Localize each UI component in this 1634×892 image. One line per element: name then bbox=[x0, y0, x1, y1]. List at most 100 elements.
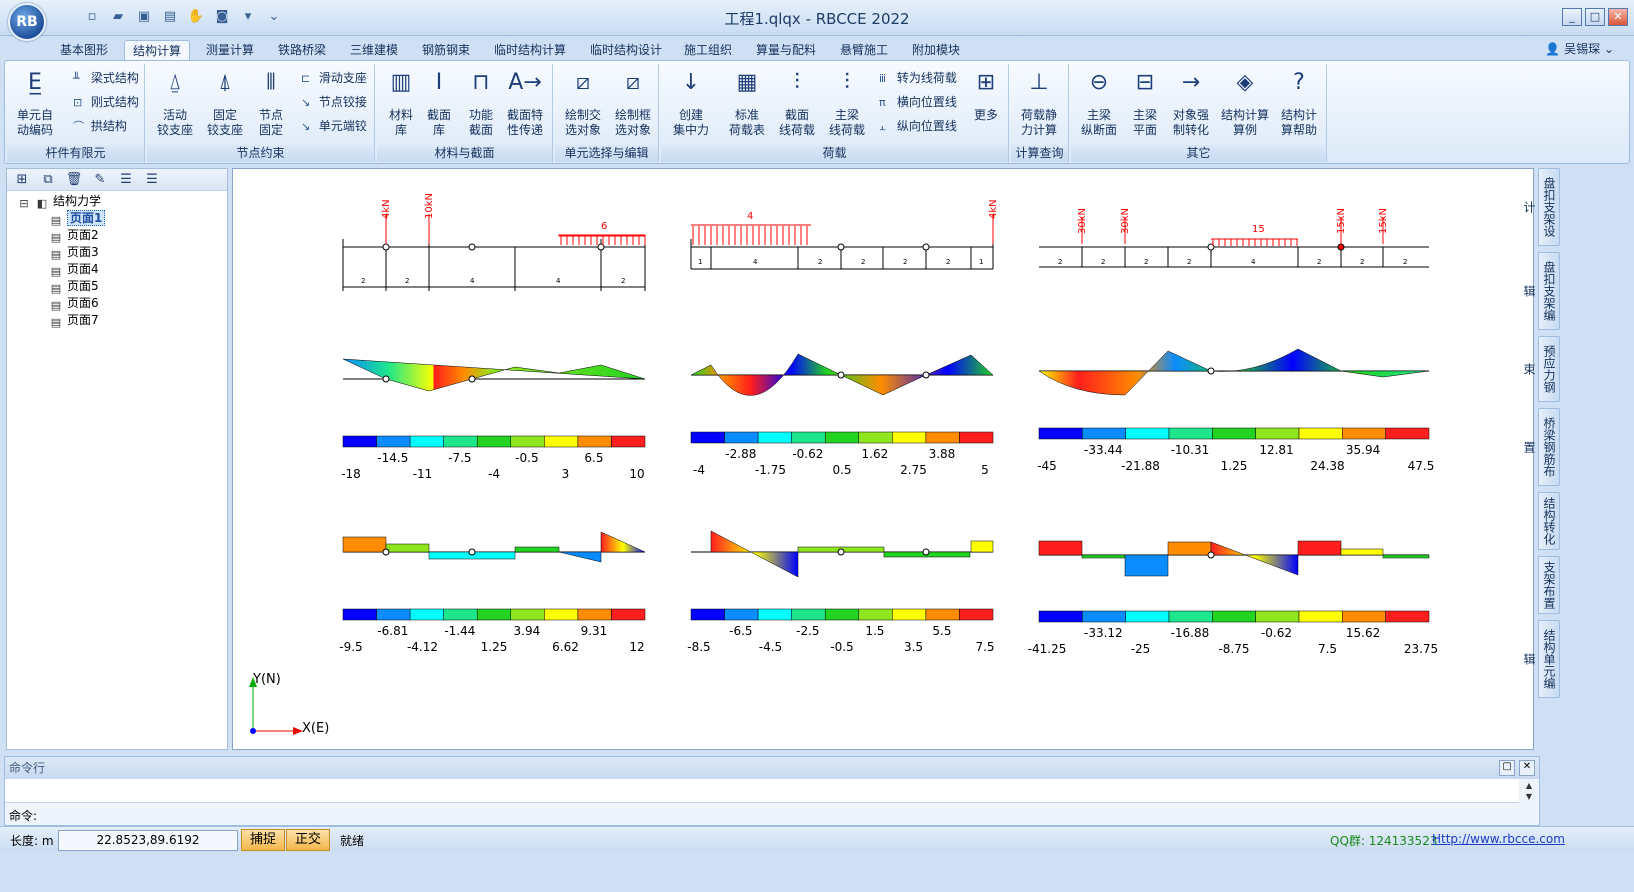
calc-help-button[interactable]: ? 结构计 算帮助 bbox=[1275, 68, 1323, 138]
snap-toggle[interactable]: 捕捉 bbox=[241, 829, 285, 851]
tab-support-layout[interactable]: 支架布置 bbox=[1538, 556, 1560, 614]
function-section-button[interactable]: ⊓ 功能 截面 bbox=[457, 68, 505, 138]
command-history[interactable] bbox=[5, 779, 1519, 803]
app-logo[interactable]: RB bbox=[8, 3, 46, 41]
tab-cantilever[interactable]: 悬臂施工 bbox=[840, 43, 889, 57]
fixed-node-button[interactable]: ⦀ 节点 固定 bbox=[247, 68, 295, 138]
tree-page-7[interactable]: ▤ 页面7 bbox=[49, 312, 99, 329]
girder-profile-button[interactable]: ⊖ 主梁 纵断面 bbox=[1075, 68, 1123, 138]
static-calc-button[interactable]: ⊥ 荷载静 力计算 bbox=[1015, 68, 1063, 138]
outdent-icon[interactable]: ☰ bbox=[146, 172, 158, 187]
dist-load-label: 6 bbox=[601, 221, 607, 232]
tab-addons[interactable]: 附加模块 bbox=[912, 43, 961, 57]
arch-structure-button[interactable]: ⌒ 拱结构 bbox=[73, 116, 127, 136]
beam-structure-button[interactable]: ╨ 梁式结构 bbox=[73, 68, 139, 88]
tab-structure-calc[interactable]: 结构计算 bbox=[124, 40, 191, 60]
website-link[interactable]: Http://www.rbcce.com bbox=[1432, 832, 1565, 846]
shear-diagram-2 bbox=[691, 530, 994, 578]
open-icon[interactable]: ▰ bbox=[113, 9, 123, 24]
tab-structure-convert[interactable]: 结构转化 bbox=[1538, 492, 1560, 550]
legend-swatch bbox=[757, 431, 792, 444]
tab-survey[interactable]: 测量计算 bbox=[206, 43, 255, 57]
edit-icon[interactable]: ✎ bbox=[94, 172, 106, 187]
auto-number-button[interactable]: E̲ 单元自 动编码 bbox=[11, 68, 59, 138]
pin-icon[interactable]: ▢ bbox=[1499, 760, 1515, 776]
section-line-load-button[interactable]: ⫶ 截面 线荷载 bbox=[773, 68, 821, 138]
girder-line-load-button[interactable]: ⫶ 主梁 线荷载 bbox=[823, 68, 871, 138]
section-transfer-button[interactable]: A→ 截面特 性传递 bbox=[501, 68, 549, 138]
tab-rebar[interactable]: 钢筋钢束 bbox=[422, 43, 471, 57]
collapse-icon[interactable]: ⊟ bbox=[19, 197, 29, 210]
tab-basic[interactable]: 基本图形 bbox=[60, 43, 109, 57]
legend-value: -0.5 bbox=[830, 640, 853, 654]
user-menu[interactable]: 👤 吴锡琛 ⌄ bbox=[1545, 40, 1614, 57]
cross-select-button[interactable]: ⧄ 绘制交 选对象 bbox=[559, 68, 607, 138]
frame-structure-button[interactable]: ⊡ 刚式结构 bbox=[73, 92, 139, 112]
tree-page-5[interactable]: ▤ 页面5 bbox=[49, 278, 99, 295]
saveas-icon[interactable]: ▤ bbox=[163, 9, 177, 24]
tab-disk-buckle-design[interactable]: 盘扣支架设计 bbox=[1522, 168, 1560, 246]
calc-examples-button[interactable]: ◈ 结构计算 算例 bbox=[1217, 68, 1273, 138]
ortho-toggle[interactable]: 正交 bbox=[286, 829, 330, 851]
element-end-hinge-button[interactable]: ↘ 单元端铰 bbox=[301, 116, 367, 136]
force-convert-button[interactable]: → 对象强 制转化 bbox=[1167, 68, 1215, 138]
tab-construction[interactable]: 施工组织 bbox=[684, 43, 733, 57]
tab-railway-bridge[interactable]: 铁路桥梁 bbox=[278, 43, 327, 57]
tree-root[interactable]: ⊟ ◧ 结构力学 bbox=[17, 193, 101, 210]
tree-page-2[interactable]: ▤ 页面2 bbox=[49, 227, 99, 244]
tree-page-1[interactable]: ▤ 页面1 bbox=[49, 210, 106, 227]
tab-bridge-rebar[interactable]: 桥梁钢筋布置 bbox=[1522, 408, 1560, 486]
view-icon[interactable]: ◙ bbox=[215, 9, 229, 24]
close-icon[interactable]: ✕ bbox=[1519, 760, 1535, 776]
hand-icon[interactable]: ✋ bbox=[187, 9, 205, 24]
to-line-load-button[interactable]: ⅲ 转为线荷载 bbox=[879, 68, 957, 88]
group-label: 单元选择与编辑 bbox=[555, 145, 658, 162]
add-page-icon[interactable]: ⊞ bbox=[16, 172, 28, 187]
page-label: 页面6 bbox=[67, 296, 99, 310]
longitudinal-line-button[interactable]: ⫠ 纵向位置线 bbox=[879, 116, 957, 136]
tab-disk-buckle-edit[interactable]: 盘扣支架编辑 bbox=[1522, 252, 1560, 330]
add-subpage-icon[interactable]: ⧉ bbox=[43, 172, 53, 187]
pin-support-button[interactable]: ⍋ 固定 铰支座 bbox=[201, 68, 249, 138]
load-table-button[interactable]: ▦ 标准 荷载表 bbox=[723, 68, 771, 138]
legend-swatch bbox=[724, 431, 759, 444]
indent-icon[interactable]: ☰ bbox=[120, 172, 132, 187]
section-library-button[interactable]: Ⅰ 截面 库 bbox=[415, 68, 463, 138]
legend-value: 23.75 bbox=[1404, 642, 1438, 656]
girder-plan-button[interactable]: ⊟ 主梁 平面 bbox=[1121, 68, 1169, 138]
scrollbar[interactable]: ▲ ▼ bbox=[1525, 781, 1533, 801]
legend-value: -10.31 bbox=[1171, 443, 1210, 457]
dist-load-label: 15 bbox=[1252, 224, 1265, 235]
roller-support-button[interactable]: ⍙ 活动 铰支座 bbox=[151, 68, 199, 138]
material-library-button[interactable]: ▥ 材料 库 bbox=[377, 68, 425, 138]
more-button[interactable]: ⊞ 更多 bbox=[967, 68, 1005, 123]
tab-3d-model[interactable]: 三维建模 bbox=[350, 43, 399, 57]
node-hinge-button[interactable]: ↘ 节点铰接 bbox=[301, 92, 367, 112]
save-icon[interactable]: ▣ bbox=[137, 9, 151, 24]
tab-quantity[interactable]: 算量与配料 bbox=[756, 43, 817, 57]
close-button[interactable]: ✕ bbox=[1608, 8, 1628, 26]
tree-page-3[interactable]: ▤ 页面3 bbox=[49, 244, 99, 261]
maximize-button[interactable]: □ bbox=[1585, 8, 1605, 26]
delete-icon[interactable]: 🗑 bbox=[65, 172, 83, 187]
beam-model-2 bbox=[690, 214, 994, 270]
tree-page-4[interactable]: ▤ 页面4 bbox=[49, 261, 99, 278]
tab-temp-calc[interactable]: 临时结构计算 bbox=[494, 43, 567, 57]
create-force-button[interactable]: ↓ 创建 集中力 bbox=[667, 68, 715, 138]
dropdown-icon[interactable]: ▾ bbox=[244, 9, 252, 24]
tab-element-edit[interactable]: 结构单元编辑 bbox=[1522, 620, 1560, 698]
legend-value: 7.5 bbox=[975, 640, 994, 654]
legend-swatch bbox=[1082, 610, 1126, 623]
tree-page-6[interactable]: ▤ 页面6 bbox=[49, 295, 99, 312]
minimize-button[interactable]: _ bbox=[1562, 8, 1582, 26]
box-select-button[interactable]: ⧄ 绘制框 选对象 bbox=[609, 68, 657, 138]
drawing-canvas[interactable]: 4kN 10kN 6 2 2 4 4 2 4 4kN 1 4 2 2 2 2 1… bbox=[232, 168, 1534, 750]
transverse-line-button[interactable]: π 横向位置线 bbox=[879, 92, 957, 112]
customize-icon[interactable]: ⌄ bbox=[268, 9, 280, 24]
sliding-support-button[interactable]: ⊏ 滑动支座 bbox=[301, 68, 367, 88]
legend-swatch bbox=[577, 435, 612, 448]
tab-temp-design[interactable]: 临时结构设计 bbox=[590, 43, 663, 57]
load-label: 15kN bbox=[1378, 208, 1389, 234]
tab-prestress[interactable]: 预应力钢束 bbox=[1522, 336, 1560, 402]
new-icon[interactable]: ▫ bbox=[87, 9, 97, 24]
